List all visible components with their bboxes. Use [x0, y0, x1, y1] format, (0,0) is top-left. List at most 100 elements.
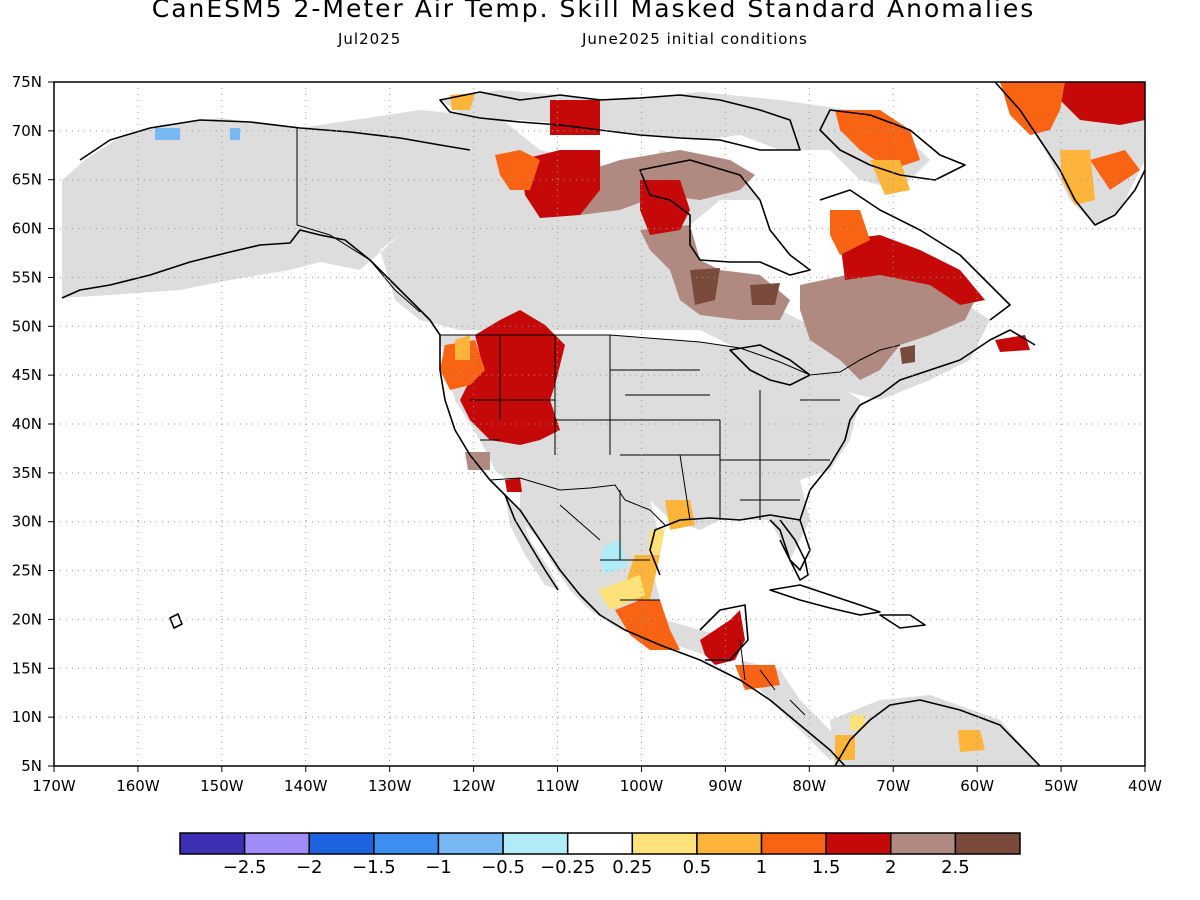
- alaska-blue-area-2: [230, 128, 240, 140]
- quebec-brown-area: [750, 283, 780, 305]
- colorbar-label: −1.5: [352, 857, 396, 878]
- lat-tick-label: 15N: [12, 659, 42, 677]
- lon-tick-label: 170W: [32, 777, 76, 795]
- lat-tick-label: 25N: [12, 562, 42, 580]
- colorbar-swatch: [890, 832, 957, 855]
- ontario-brown-area: [690, 268, 720, 305]
- lon-tick-label: 140W: [284, 777, 328, 795]
- colorbar-label: −2.5: [223, 857, 267, 878]
- alaska-blue-area: [155, 128, 180, 140]
- colorbar-label: −0.5: [481, 857, 525, 878]
- caribbean-yellow-area: [850, 715, 865, 730]
- colorbar-label: 0.25: [612, 857, 652, 878]
- colorbar-swatch: [437, 832, 504, 855]
- arizona-red-area: [505, 478, 522, 492]
- west-coast-coastline: [439, 335, 846, 767]
- lat-tick-label: 30N: [12, 513, 42, 531]
- lon-tick-label: 40W: [1128, 777, 1162, 795]
- lat-tick-label: 35N: [12, 464, 42, 482]
- greenland-red-area: [1060, 82, 1145, 125]
- lon-tick-label: 100W: [620, 777, 664, 795]
- hawaii-coastline: [169, 613, 183, 629]
- colorbar-swatch: [954, 832, 1021, 855]
- baja-coastline: [504, 494, 559, 591]
- florida-coastline: [779, 519, 809, 581]
- coastlines: [61, 81, 1146, 767]
- map-plot-area: [53, 81, 1146, 767]
- lon-axis: 170W 160W 150W 140W 130W 120W 110W 100W 90W 80W 70…: [32, 766, 1162, 795]
- valid-month-label: Jul2025: [338, 30, 402, 48]
- baja-neutral-area: [505, 495, 560, 590]
- gulf-tan-area: [465, 452, 490, 470]
- lat-tick-label: 60N: [12, 220, 42, 238]
- labrador-coastline: [819, 189, 1011, 321]
- mexico-orange-area: [615, 600, 680, 650]
- init-conditions-label: June2025 initial conditions: [582, 30, 808, 48]
- lat-tick-label: 5N: [21, 757, 42, 775]
- hispaniola-coastline: [879, 614, 926, 629]
- lon-tick-label: 90W: [708, 777, 742, 795]
- newfoundland-red-area: [995, 335, 1030, 352]
- arctic-red-area: [550, 100, 600, 135]
- colorbar-label: 1.5: [812, 857, 841, 878]
- us-state-lines: [470, 335, 840, 521]
- lat-tick-label: 10N: [12, 708, 42, 726]
- labrador-red-area: [840, 235, 985, 305]
- colorbar-swatch: [243, 832, 310, 855]
- colorbar-label: 2: [885, 857, 896, 878]
- colorbar-swatch: [502, 832, 569, 855]
- anomaly-shading: [62, 82, 1145, 766]
- colorbar-label: 0.5: [683, 857, 712, 878]
- mexico-yellow-area: [598, 575, 645, 610]
- colorbar-swatch: [696, 832, 763, 855]
- colorbar-swatch: [179, 832, 246, 855]
- hudson-bay-west-red-area: [640, 180, 690, 235]
- us-mexico-border: [489, 477, 666, 526]
- yucatan-coastline: [699, 604, 749, 661]
- labrador-orange-area: [830, 210, 870, 255]
- colorbar-swatch: [631, 832, 698, 855]
- oregon-light-orange-area: [455, 335, 470, 360]
- northwest-us-red-area: [460, 310, 565, 445]
- lon-tick-label: 70W: [876, 777, 910, 795]
- baffin-coastline: [819, 109, 966, 181]
- lon-tick-label: 150W: [200, 777, 244, 795]
- quebec-tan-area: [800, 270, 975, 380]
- lat-tick-label: 75N: [12, 73, 42, 91]
- colorbar-swatch: [373, 832, 440, 855]
- lon-tick-label: 110W: [536, 777, 580, 795]
- cuba-coastline: [769, 584, 881, 616]
- great-lakes-coastline: [729, 344, 811, 386]
- alaska-neutral-area: [62, 118, 480, 298]
- mexico-state-lines: [559, 490, 660, 601]
- lon-gridlines: [137, 82, 1062, 766]
- colorbar-label: −1: [425, 857, 452, 878]
- gulf-yellow-area: [648, 528, 665, 555]
- venezuela-light-orange-area: [958, 730, 985, 752]
- lat-tick-label: 55N: [12, 268, 42, 286]
- colorbar-label: −2: [296, 857, 323, 878]
- canada-us-border: [440, 334, 901, 376]
- arctic-islands-coastline: [439, 91, 801, 151]
- lon-tick-label: 160W: [116, 777, 160, 795]
- alaska-canada-border: [296, 128, 421, 313]
- lon-tick-label: 120W: [452, 777, 496, 795]
- hudson-bay-coastline: [639, 159, 811, 276]
- colorbar: −2.5 −2 −1.5 −1 −0.5 −0.25 0.25 0.5 1 1.5 2 2.5: [179, 832, 1021, 878]
- greenland-light-orange-area: [1060, 150, 1095, 205]
- central-america-borders: [739, 639, 806, 716]
- lat-tick-label: 65N: [12, 171, 42, 189]
- mexico-light-blue-area: [600, 540, 628, 575]
- lon-tick-label: 80W: [792, 777, 826, 795]
- colorbar-swatch: [308, 832, 375, 855]
- lat-axis: 75N 70N 65N 60N 55N 50N 45N 40N 35N 30N 25N 20N 15N 1…: [12, 73, 54, 775]
- maritimes-brown-area: [900, 345, 915, 364]
- lat-tick-label: 70N: [12, 122, 42, 140]
- lon-tick-label: 60W: [960, 777, 994, 795]
- colorbar-swatch: [566, 832, 634, 855]
- colorbar-swatch: [825, 832, 892, 855]
- colorbar-label: −0.25: [540, 857, 595, 878]
- nunavut-red-area: [520, 150, 600, 218]
- south-america-neutral-area: [830, 695, 1040, 766]
